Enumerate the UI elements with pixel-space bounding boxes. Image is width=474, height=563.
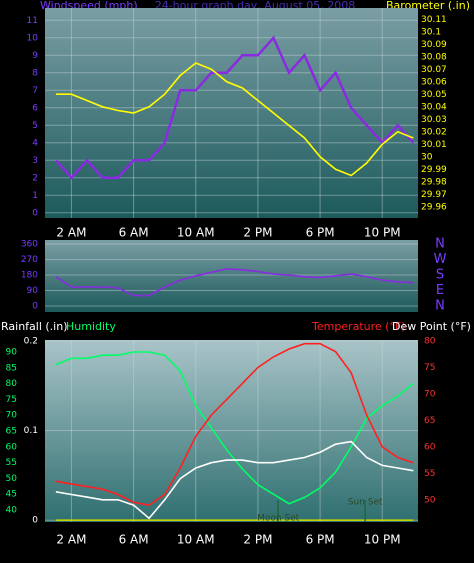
series-line [55,440,414,520]
series-line [55,268,414,297]
y2-tick-label: 29.97 [421,190,447,200]
y2-tick-label: W [434,252,447,267]
y2-tick-label: 30.07 [421,65,447,75]
y-tick-label: 1 [32,191,38,201]
y-tick-label: 0 [32,301,38,311]
y2-tick-label: 30 [421,152,433,162]
x-tick-label: 6 PM [306,226,335,240]
y-tick-label: 9 [32,51,38,61]
x-tick-label: 10 AM [177,533,215,547]
x-tick-label: 2 AM [56,533,86,547]
y3-tick-label: 40 [6,505,18,515]
y-tick-label: 0.1 [24,426,38,436]
y-tick-label: 0 [32,516,38,526]
y-tick-label: 0 [32,208,38,218]
y2-tick-label: 29.99 [421,165,447,175]
y-tick-label: 3 [32,156,38,166]
y2-tick-label: 80 [424,337,436,347]
y2-tick-label: 55 [424,469,435,479]
x-tick-label: 2 AM [56,226,86,240]
y2-tick-label: 30.1 [421,27,441,37]
y-tick-label: 2 [32,173,38,183]
y2-tick-label: 30.03 [421,115,447,125]
annotation: Sun Set [348,498,383,508]
y2-tick-label: 75 [424,363,435,373]
y2-tick-label: 30.06 [421,77,447,87]
y2-tick-label: 30.04 [421,102,447,112]
y-tick-label: 10 [27,33,39,43]
y3-tick-label: 75 [6,395,17,405]
x-tick-label: 6 PM [306,533,335,547]
y2-tick-label: N [435,298,445,313]
plot-area [45,240,418,312]
y-tick-label: 4 [32,138,38,148]
y-tick-label: 5 [32,121,38,131]
humidity-header: Humidity [66,320,116,333]
y3-tick-label: 60 [6,442,18,452]
y2-tick-label: N [435,236,445,251]
y3-tick-label: 85 [6,363,17,373]
y-tick-label: 7 [32,86,38,96]
y2-tick-label: S [436,267,444,282]
x-tick-label: 10 PM [364,533,401,547]
y2-tick-label: 30.05 [421,90,447,100]
x-tick-label: 10 PM [364,226,401,240]
series-line [55,342,414,506]
y3-tick-label: 65 [6,427,17,437]
x-tick-label: 6 AM [119,226,149,240]
y-tick-label: 6 [32,103,38,113]
y2-tick-label: 30.09 [421,40,447,50]
x-tick-label: 6 AM [119,533,149,547]
plot-area [45,8,418,218]
annotation: Moon Set [257,514,300,524]
y2-tick-label: 29.96 [421,202,447,212]
y-tick-label: 90 [27,286,39,296]
series-line [55,62,414,177]
y2-tick-label: 30.11 [421,15,447,25]
y2-tick-label: 65 [424,416,435,426]
y2-tick-label: 30.01 [421,140,447,150]
y-tick-label: 180 [21,270,38,280]
y3-tick-label: 50 [6,474,18,484]
y3-tick-label: 55 [6,458,17,468]
temperature-header: Temperature (°F) [311,320,406,333]
y2-tick-label: 30.02 [421,127,447,137]
y3-tick-label: 90 [6,348,18,358]
y3-tick-label: 80 [6,379,18,389]
y2-tick-label: 60 [424,442,436,452]
y2-tick-label: 29.98 [421,177,447,187]
x-tick-label: 10 AM [177,226,215,240]
y2-tick-label: 50 [424,495,436,505]
y3-tick-label: 45 [6,490,17,500]
y2-tick-label: E [436,283,444,298]
y-tick-label: 11 [27,16,38,26]
y-tick-label: 8 [32,68,38,78]
y2-tick-label: 70 [424,389,436,399]
x-tick-label: 2 PM [243,533,272,547]
x-tick-label: 2 PM [243,226,272,240]
y3-tick-label: 70 [6,411,18,421]
rain-header: Rainfall (.in) [1,320,68,333]
y-tick-label: 360 [21,239,38,249]
dewpoint-header: Dew Point (°F) [392,320,471,333]
y2-tick-label: 30.08 [421,52,447,62]
plot-area [45,340,418,522]
y-tick-label: 270 [21,255,38,265]
y-tick-label: 0.2 [24,336,38,346]
series-line [54,35,415,180]
